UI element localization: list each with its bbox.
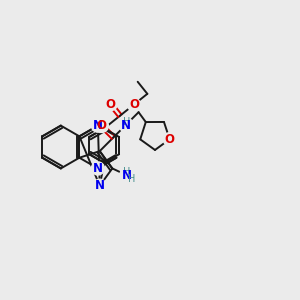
Text: N: N <box>95 179 105 192</box>
Circle shape <box>163 133 176 146</box>
Text: N: N <box>122 169 131 182</box>
Circle shape <box>119 118 133 132</box>
Circle shape <box>93 179 106 192</box>
Text: N: N <box>93 162 103 175</box>
Circle shape <box>104 98 117 111</box>
Text: O: O <box>97 119 107 132</box>
Circle shape <box>92 162 104 175</box>
Text: O: O <box>106 98 116 111</box>
Text: H: H <box>123 167 131 177</box>
Circle shape <box>127 98 140 111</box>
Circle shape <box>95 119 108 132</box>
Text: H: H <box>123 117 130 127</box>
Circle shape <box>120 168 134 183</box>
Text: O: O <box>129 98 139 111</box>
Text: N: N <box>121 119 131 132</box>
Text: O: O <box>165 133 175 146</box>
Circle shape <box>92 119 104 132</box>
Text: H: H <box>128 174 135 184</box>
Text: N: N <box>93 119 103 132</box>
